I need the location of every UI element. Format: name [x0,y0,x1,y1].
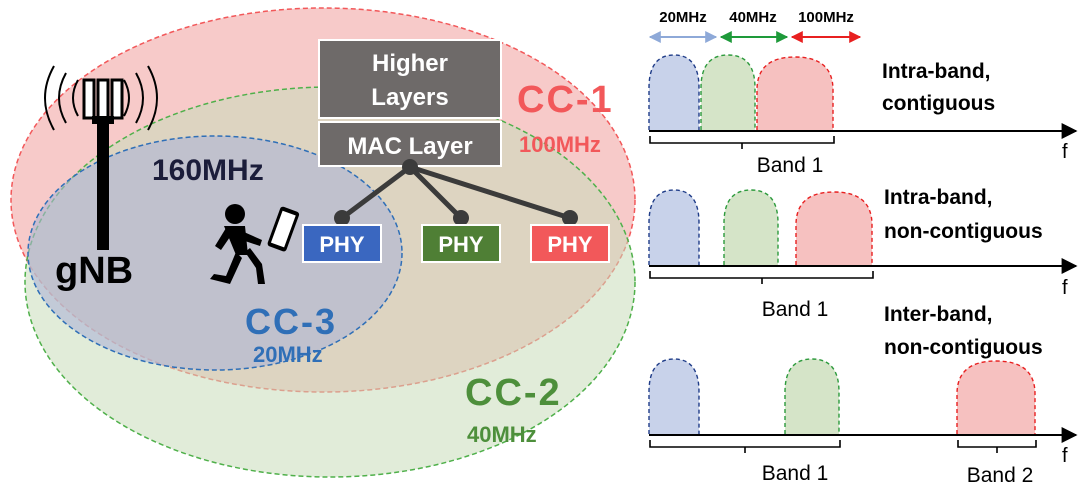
band1-label-3: Band 1 [762,462,829,485]
phy-label-cc1: PHY [547,232,593,257]
phy-label-cc3: PHY [319,232,365,257]
panel-intra-noncontiguous: f Band 1 Intra-band, non-contiguous [648,186,1078,321]
panel3-title-line1: Inter-band, [884,303,993,326]
phy-box-cc2 [421,224,501,263]
carrier-blue [648,54,700,130]
panel-intra-contiguous: f Band 1 Intra-band, contiguous [648,54,1078,177]
gnb-label: gNB [55,250,133,292]
higher-layers-label-line2: Layers [371,84,448,111]
bandwidth-legend: 20MHz 40MHz 100MHz [648,9,862,43]
higher-layers-box [318,39,502,119]
cc1-name: CC-1 [517,79,614,121]
panel2-title-line1: Intra-band, [884,186,993,209]
phy-box-cc1 [530,224,610,263]
carrier-red [756,56,834,130]
axis-f-1: f [1062,141,1068,163]
cc2-bandwidth: 40MHz [467,422,537,447]
panel2-title-line2: non-contiguous [884,220,1043,243]
higher-layers-label-line1: Higher [372,50,448,77]
phy-label-cc2: PHY [438,232,484,257]
protocol-stack: Higher Layers MAC Layer PHY PHY PHY [302,39,610,263]
legend-20mhz: 20MHz [659,9,707,26]
user-icon [210,204,300,284]
legend-40mhz: 40MHz [729,9,777,26]
mac-layer-box [318,121,502,167]
cc3-coverage [27,135,403,371]
bandwidth-160-label: 160MHz [152,154,264,187]
panel1-title-line1: Intra-band, [882,60,991,83]
panel1-title-line2: contiguous [882,92,995,115]
carrier-green [784,358,840,434]
axis-f-3: f [1062,445,1068,467]
carrier-blue [648,358,700,434]
band2-label: Band 2 [967,464,1034,487]
band1-label-2: Band 1 [762,298,829,321]
axis-f-2: f [1062,277,1068,299]
carrier-green [700,54,756,130]
panel3-title-line2: non-contiguous [884,336,1043,359]
cc2-name: CC-2 [465,372,562,414]
cc3-name: CC-3 [245,301,337,342]
cc3-bandwidth: 20MHz [253,342,323,367]
legend-100mhz: 100MHz [798,9,854,26]
carrier-red [956,360,1036,434]
carrier-blue [648,189,700,265]
band1-label-1: Band 1 [757,154,824,177]
carrier-red [795,191,873,265]
phy-box-cc3 [302,224,382,263]
cc1-bandwidth: 100MHz [519,132,601,157]
phy-connections [340,164,571,221]
mac-layer-label: MAC Layer [347,133,472,160]
carrier-green [723,189,779,265]
panel-inter-noncontiguous: f Band 1 Band 2 Inter-band, non-contiguo… [648,303,1078,487]
gnb-antenna-icon [44,65,158,250]
